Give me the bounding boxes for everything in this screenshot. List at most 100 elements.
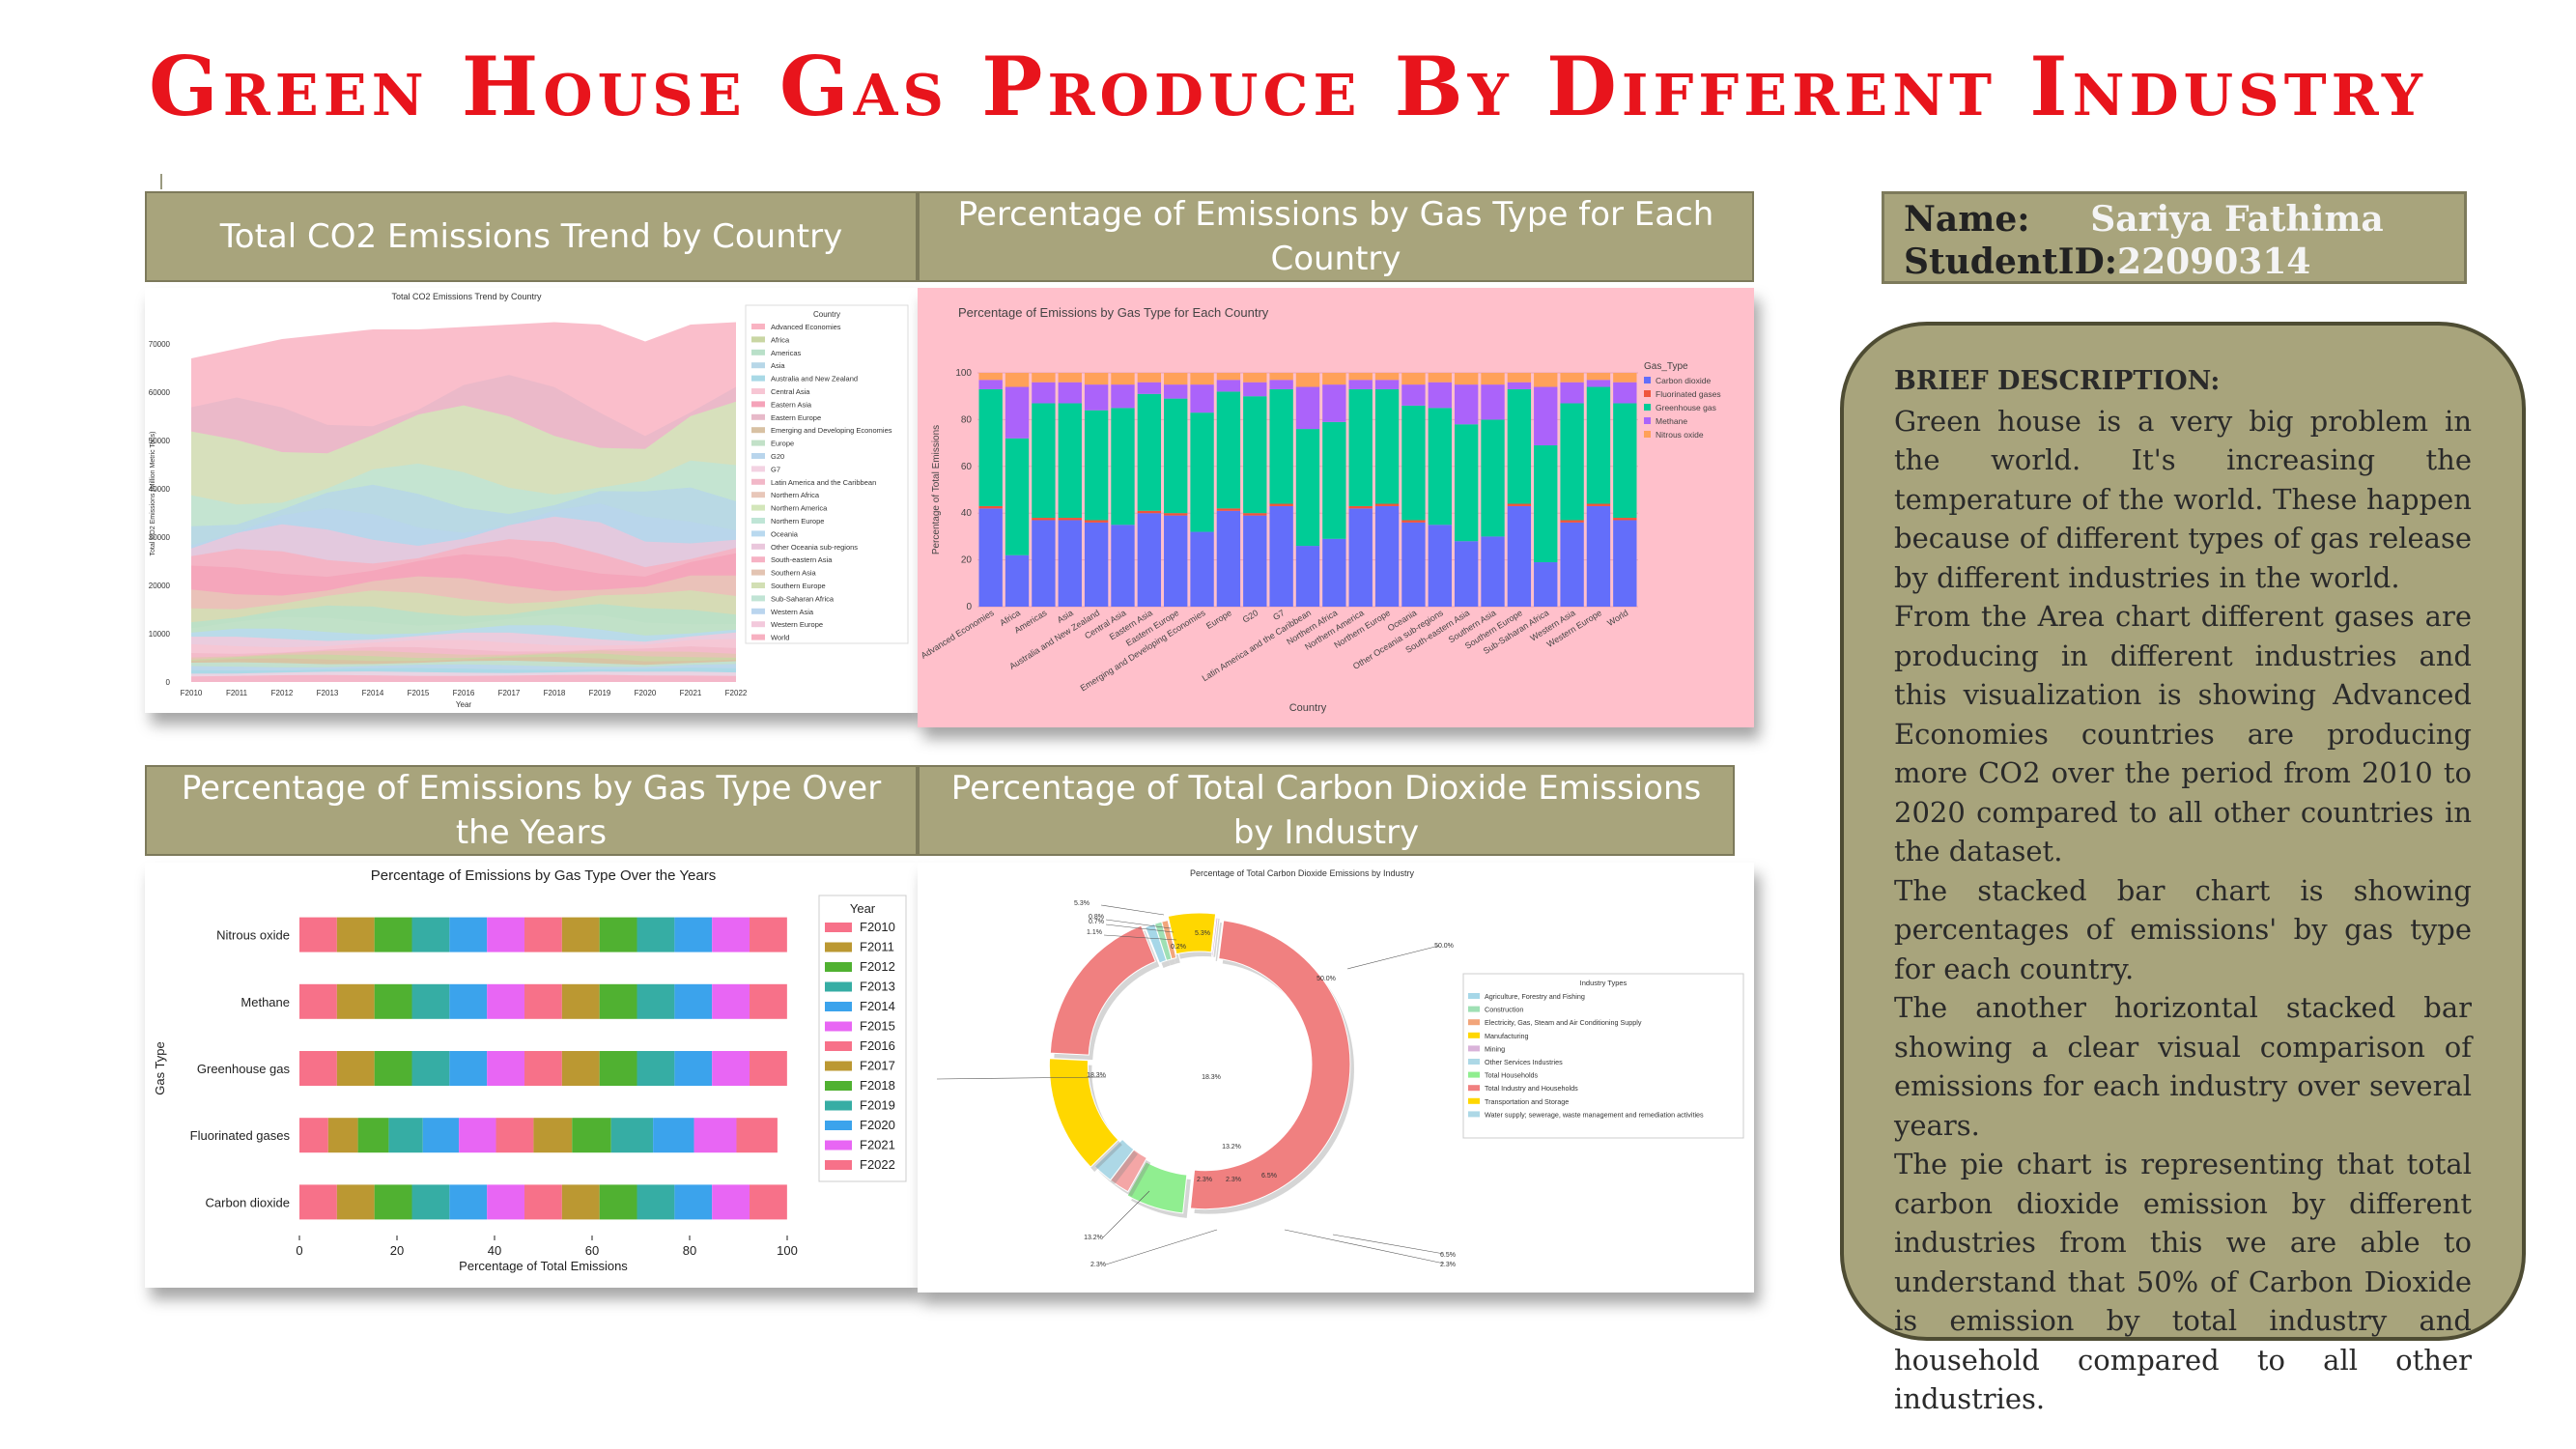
bar-segment [1481,384,1505,420]
description-paragraph: The pie chart is representing that total… [1894,1148,2472,1415]
bar-segment [1401,520,1426,523]
bar-segment [1190,531,1214,607]
bar-segment [524,917,562,952]
bar-segment [978,388,1003,506]
legend-label: G7 [771,465,780,473]
legend-box [745,304,909,644]
bar-segment [411,983,450,1019]
x-tick-label: 20 [390,1243,404,1258]
legend-swatch [751,401,765,408]
legend-swatch [825,981,852,992]
bar-segment [1216,508,1241,511]
bar-segment [524,1184,562,1220]
bar-segment [1243,513,1267,516]
bar-segment [1374,380,1400,389]
legend-label: Central Asia [771,387,810,396]
leader-line [1284,1229,1445,1264]
legend-swatch [825,1100,852,1111]
bar-segment [1164,513,1188,516]
donut-chart-panel: Percentage of Total Carbon Dioxide Emiss… [918,863,1754,1293]
bar-segment [1507,382,1532,389]
donut-slice [1211,917,1219,957]
x-tick-label: G20 [1241,608,1260,624]
bar-segment [1137,513,1162,607]
y-tick-label: 60 [961,462,973,472]
bar-segment [1374,373,1400,381]
x-tick-label: F2012 [271,689,294,697]
legend-label: Transportation and Storage [1485,1097,1569,1106]
x-tick-label: World [1605,608,1629,628]
legend-label: Construction [1485,1006,1523,1014]
bar-segment [357,1118,389,1153]
description-heading: BRIEF DESCRIPTION: [1894,366,2221,396]
bar-segment [1058,518,1082,521]
bar-segment [1613,403,1637,519]
slice-label: 2.3% [1197,1177,1212,1183]
slice-label: 18.3% [1087,1072,1106,1079]
legend-label: F2022 [860,1157,895,1172]
x-tick-label: G7 [1271,608,1286,622]
bar-segment [1164,373,1188,385]
stacked-country-chart: Percentage of Emissions by Gas Type for … [920,305,1721,714]
bar-segment [1005,438,1030,555]
slice-label: 13.2% [1222,1144,1241,1151]
bar-segment [1586,373,1611,381]
chart-title: Percentage of Emissions by Gas Type Over… [371,867,716,884]
chart-title: Percentage of Total Carbon Dioxide Emiss… [1190,868,1414,878]
description-paragraph: The stacked bar chart is showing percent… [1894,873,2472,985]
legend-label: F2017 [860,1059,895,1073]
bar-segment [1216,510,1241,607]
bar-segment [1216,373,1241,381]
x-axis-label: Country [1289,702,1327,714]
legend-label: South-eastern Asia [771,555,833,564]
legend-label: F2018 [860,1078,895,1093]
legend-label: Agriculture, Forestry and Fishing [1485,992,1585,1001]
x-tick-label: F2021 [680,689,702,697]
bar-segment [750,917,787,952]
x-tick-label: Europe [1204,608,1233,631]
bar-segment [1348,373,1373,381]
bar-segment [299,1051,337,1086]
bar-segment [1269,380,1293,389]
legend-label: F2015 [860,1019,895,1034]
bar-segment [1295,429,1320,547]
legend-title: Industry Types [1580,979,1628,987]
bar-segment [1534,562,1558,607]
bar-segment [1058,403,1082,519]
y-tick-label: 40000 [149,485,171,494]
bar-segment [1216,380,1241,392]
horizontal-stacked-chart: Percentage of Emissions by Gas Type Over… [153,867,907,1273]
legend-label: Eastern Asia [771,400,812,409]
bar-segment [299,983,337,1019]
leader-line [1105,1229,1218,1265]
bar-segment [653,1118,694,1153]
bar-segment [1058,382,1082,404]
legend-swatch [1468,1006,1480,1012]
legend-swatch [825,962,852,972]
stacked-country-panel: Percentage of Emissions by Gas Type for … [918,288,1754,727]
x-tick-label: 100 [777,1243,798,1258]
legend-swatch [751,413,765,420]
bar-segment [524,1051,562,1086]
bar-segment [1084,384,1109,411]
slice-label: 13.2% [1084,1235,1103,1241]
bar-segment [411,1184,450,1220]
leader-line [1103,934,1177,941]
slice-label: 50.0% [1316,976,1336,982]
student-id-label: StudentID: [1904,242,2118,282]
legend-swatch [751,504,765,511]
legend-swatch [1468,1045,1480,1052]
legend-box [1462,973,1744,1139]
legend-label: Northern America [771,504,828,513]
bar-segment [572,1118,611,1153]
bar-segment [327,1118,358,1153]
bar-segment [674,983,713,1019]
legend-label: F2019 [860,1098,895,1113]
bar-segment [374,1051,412,1086]
bar-segment [1058,520,1082,607]
bar-segment [1111,373,1135,385]
bar-segment [449,983,488,1019]
bar-segment [1560,520,1584,523]
bar-segment [449,917,488,952]
legend-label: Fluorinated gases [1656,389,1721,399]
